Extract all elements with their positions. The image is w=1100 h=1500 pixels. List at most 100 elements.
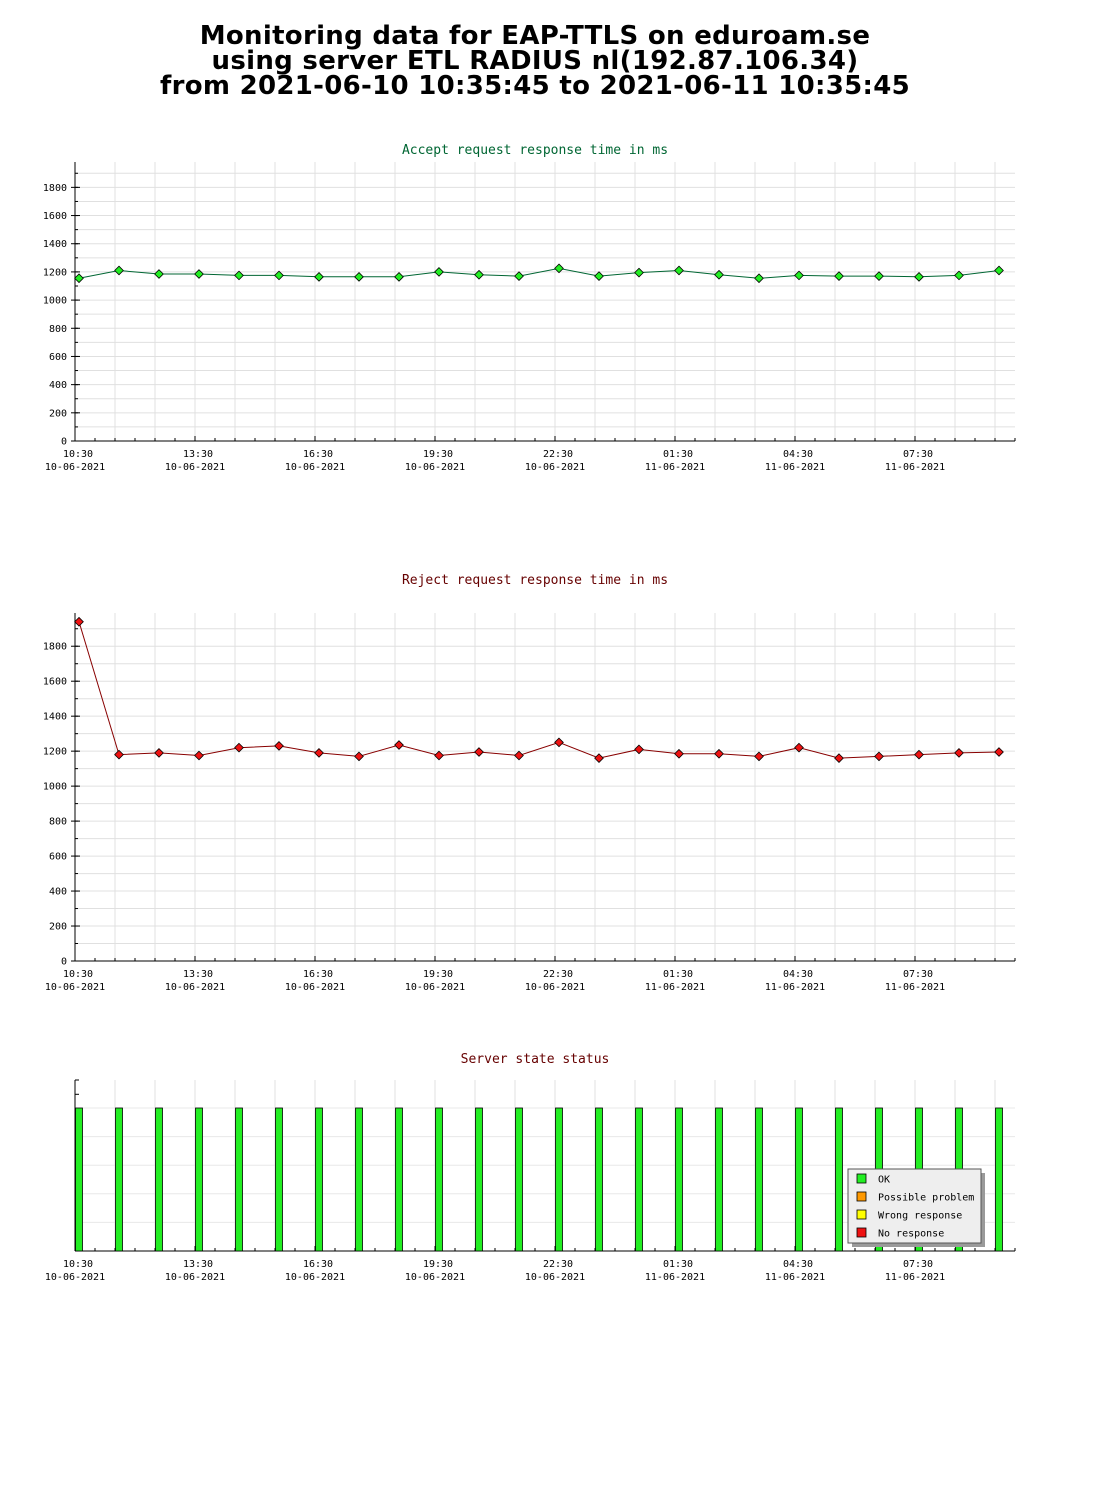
y-tick-label: 1800 [43, 183, 67, 194]
x-tick-label-date: 10-06-2021 [405, 1272, 465, 1283]
legend-swatch [856, 1227, 867, 1238]
data-point [74, 616, 84, 627]
status-legend: OK Possible problem Wrong response No respo… [847, 1168, 985, 1247]
x-tick-label-date: 10-06-2021 [45, 982, 105, 993]
status-bar [995, 1107, 1003, 1252]
data-point [394, 271, 404, 282]
y-tick-label: 1400 [43, 712, 67, 723]
x-tick-label-date: 10-06-2021 [525, 462, 585, 473]
status-bar [475, 1107, 483, 1252]
data-point [994, 265, 1004, 276]
status-bar [235, 1107, 243, 1252]
accept-response-chart: 10:30 10-06-2021 13:30 10-06-2021 16:30 10-06… [43, 162, 1016, 473]
data-point [634, 267, 644, 278]
reject-chart-title: Reject request response time in ms [402, 573, 668, 588]
data-point [154, 748, 164, 758]
x-tick-label-time: 01:30 [663, 969, 693, 980]
status-bar [835, 1107, 843, 1252]
data-point [354, 751, 364, 762]
x-tick-label-date: 11-06-2021 [765, 982, 825, 993]
data-point [714, 269, 724, 280]
legend-swatch [856, 1173, 867, 1184]
x-tick-label-time: 07:30 [903, 449, 933, 460]
data-point [194, 750, 204, 761]
status-bar [635, 1107, 643, 1252]
x-tick-label-time: 22:30 [543, 449, 573, 460]
x-tick-label-date: 10-06-2021 [525, 1272, 585, 1283]
data-point [714, 748, 724, 759]
reject-response-chart: 10:30 10-06-2021 13:30 10-06-2021 16:30 10-06… [43, 613, 1016, 993]
page-title-line-3: from 2021-06-10 10:35:45 to 2021-06-11 1… [159, 71, 911, 101]
status-bar [755, 1107, 763, 1252]
x-tick-label-time: 22:30 [543, 1259, 573, 1270]
x-tick-label-time: 04:30 [783, 969, 813, 980]
y-tick-label: 1800 [43, 642, 67, 653]
x-tick-label-date: 11-06-2021 [765, 1272, 825, 1283]
data-point [474, 269, 484, 280]
data-point [634, 744, 644, 755]
data-point [674, 265, 684, 276]
data-point [274, 270, 284, 281]
x-tick-label-time: 16:30 [303, 969, 333, 980]
series-line [78, 267, 1000, 279]
data-point [754, 273, 764, 284]
data-point [234, 742, 244, 753]
x-tick-label-time: 07:30 [903, 1259, 933, 1270]
x-tick-label-time: 01:30 [663, 449, 693, 460]
data-point [514, 750, 524, 761]
data-point [834, 271, 844, 282]
data-point [234, 270, 244, 281]
data-point [314, 748, 324, 758]
x-tick-label-date: 11-06-2021 [645, 462, 705, 473]
x-tick-label-date: 10-06-2021 [165, 1272, 225, 1283]
x-tick-label-time: 13:30 [183, 449, 213, 460]
data-point [874, 751, 884, 762]
page-title-line-2: using server ETL RADIUS nl(192.87.106.34… [211, 46, 859, 76]
x-tick-label-date: 11-06-2021 [645, 1272, 705, 1283]
x-tick-label-date: 10-06-2021 [405, 462, 465, 473]
x-tick-label-time: 16:30 [303, 449, 333, 460]
data-point [194, 269, 204, 279]
y-tick-label: 600 [49, 352, 67, 363]
data-point [274, 741, 284, 751]
data-point [834, 753, 844, 764]
data-point [954, 270, 964, 281]
y-tick-label: 0 [61, 437, 67, 448]
data-point [314, 271, 324, 282]
x-tick-label-time: 13:30 [183, 1259, 213, 1270]
x-tick-label-time: 10:30 [63, 969, 93, 980]
status-bar [195, 1107, 203, 1252]
data-point [754, 751, 764, 762]
y-tick-label: 1400 [43, 239, 67, 250]
y-tick-label: 800 [49, 817, 67, 828]
status-bar [555, 1107, 563, 1252]
legend-label: Possible problem [878, 1193, 974, 1204]
data-point [474, 747, 484, 757]
x-tick-label-date: 10-06-2021 [285, 462, 345, 473]
legend-box [847, 1168, 982, 1244]
data-point [914, 749, 924, 760]
accept-chart-title: Accept request response time in ms [402, 143, 668, 158]
status-bar [515, 1107, 523, 1252]
legend-swatch [856, 1191, 867, 1202]
data-point [874, 271, 884, 282]
data-point [594, 753, 604, 764]
x-tick-label-date: 10-06-2021 [525, 982, 585, 993]
x-tick-label-time: 13:30 [183, 969, 213, 980]
data-point [674, 748, 684, 759]
x-tick-label-date: 10-06-2021 [405, 982, 465, 993]
legend-label: No response [878, 1229, 944, 1240]
x-tick-label-time: 01:30 [663, 1259, 693, 1270]
legend-swatch [856, 1209, 867, 1220]
x-tick-label-date: 11-06-2021 [885, 1272, 945, 1283]
x-tick-label-date: 10-06-2021 [285, 982, 345, 993]
status-bar [315, 1107, 323, 1252]
data-point [994, 747, 1004, 757]
x-tick-label-time: 19:30 [423, 1259, 453, 1270]
x-tick-label-date: 10-06-2021 [165, 462, 225, 473]
status-bar [795, 1107, 803, 1252]
status-bar [355, 1107, 363, 1252]
x-tick-label-date: 10-06-2021 [165, 982, 225, 993]
x-tick-label-date: 11-06-2021 [885, 462, 945, 473]
